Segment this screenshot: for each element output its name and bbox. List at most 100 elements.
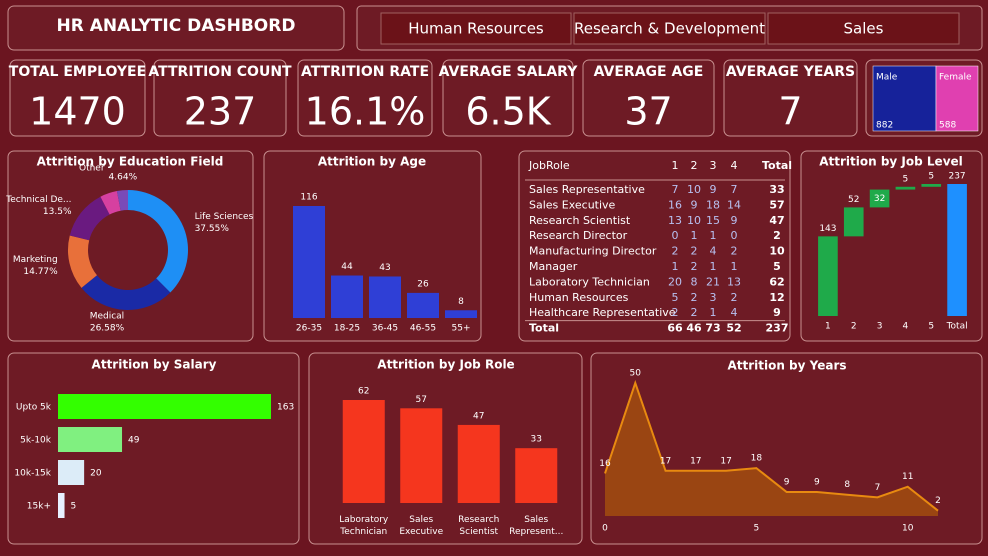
chart-title: Attrition by Job Role [377,358,514,372]
column-header: JobRole [528,159,570,172]
bar [58,493,65,518]
x-tick-label: 10 [902,524,914,534]
x-tick-label: Sales Represent... [509,515,563,537]
x-tick-label: 18-25 [334,324,360,334]
panel [800,150,983,342]
bar [293,206,325,318]
table-cell: 15 [706,214,720,227]
table-cell: Total [529,322,559,335]
donut-slice [68,235,97,288]
dashboard-title: HR ANALYTIC DASHBORD [57,16,296,36]
tab[interactable] [380,12,572,45]
table-cell: 2 [691,291,698,304]
tile-label: Male [876,73,898,83]
table-cell: 18 [706,198,720,211]
table-cell: 2 [672,245,679,258]
table-cell: 0 [731,229,738,242]
chart-title: Attrition by Education Field [37,155,224,169]
x-tick-label: 55+ [452,324,471,334]
table-cell: Laboratory Technician [529,275,650,288]
kpi-value: 37 [624,90,672,134]
bar [515,448,558,503]
kpi-value: 6.5K [465,90,551,134]
tab[interactable] [573,12,766,45]
kpi-value: 7 [778,90,802,134]
data-label: 17 [720,456,731,466]
table-cell: 66 [667,322,683,335]
data-label: 44 [341,262,353,272]
table-cell: 8 [691,275,698,288]
x-tick-label: Laboratory Technician [339,515,389,537]
kpi-label: TOTAL EMPLOYEE [9,64,146,80]
data-label: 57 [416,395,427,405]
table-cell: 7 [731,183,738,196]
tile-label: Female [939,73,972,83]
data-label: 43 [379,263,390,273]
table-cell: 10 [687,183,701,196]
kpi-value: 1470 [29,90,126,134]
x-tick-label: 26-35 [296,324,322,334]
x-tick-label: 4 [903,322,909,332]
table-cell: Healthcare Representative [529,306,676,319]
y-tick-label: 15k+ [27,502,51,512]
data-label: 5 [903,174,909,184]
chart-title: Attrition by Job Level [819,155,963,169]
table-cell: 237 [766,322,789,335]
column-header: 2 [691,159,698,172]
panel [723,59,858,137]
data-label: 26 [417,279,429,289]
table-cell: 7 [672,183,679,196]
table-cell: 2 [691,306,698,319]
panel [7,150,254,342]
title-box [7,5,345,51]
data-label: 17 [690,456,701,466]
table-cell: 16 [668,198,682,211]
chart-title: Attrition by Salary [92,358,217,372]
table-cell: 9 [731,214,738,227]
table-cell: 62 [769,275,784,288]
slice-value: 37.55% [195,224,230,234]
x-tick-label: Total [946,322,968,332]
data-label: 7 [875,483,881,493]
kpi-label: ATTRITION COUNT [148,64,292,80]
tab[interactable] [767,12,960,45]
table-cell: 2 [731,245,738,258]
waterfall-bar [895,186,916,190]
data-label: 9 [814,478,820,488]
data-label: 237 [948,172,965,182]
kpi-label: ATTRITION RATE [301,64,429,80]
column-header: Total [762,159,792,172]
data-label: 50 [630,369,642,379]
panel [297,59,433,137]
table-cell: 10 [687,214,701,227]
slice-value: 13.5% [43,207,72,217]
table-cell: 1 [731,260,738,273]
waterfall-bar [947,184,967,316]
table-cell: Human Resources [529,291,629,304]
tab-label[interactable]: Sales [844,20,884,38]
panel [518,150,791,342]
panel [7,352,300,545]
table-cell: 13 [727,275,741,288]
data-label: 33 [531,435,542,445]
slice-value: 26.58% [90,323,125,333]
kpi-label: AVERAGE AGE [594,64,704,80]
data-label: 5 [928,172,934,182]
table-cell: 4 [710,245,717,258]
x-tick-label: 36-45 [372,324,398,334]
table-cell: 52 [726,322,741,335]
table-cell: Manager [529,260,578,273]
tab-label[interactable]: Human Resources [408,20,544,38]
table-cell: 46 [686,322,702,335]
table-cell: 4 [731,306,738,319]
table-cell: 1 [710,260,717,273]
table-cell: 1 [691,229,698,242]
x-tick-label: 1 [825,322,831,332]
bar [58,460,85,485]
x-tick-label: 5 [753,524,759,534]
data-label: 116 [300,193,317,203]
tab-label[interactable]: Research & Development [574,20,765,38]
data-label: 47 [473,411,484,421]
data-label: 18 [751,454,763,464]
table-cell: 9 [710,183,717,196]
